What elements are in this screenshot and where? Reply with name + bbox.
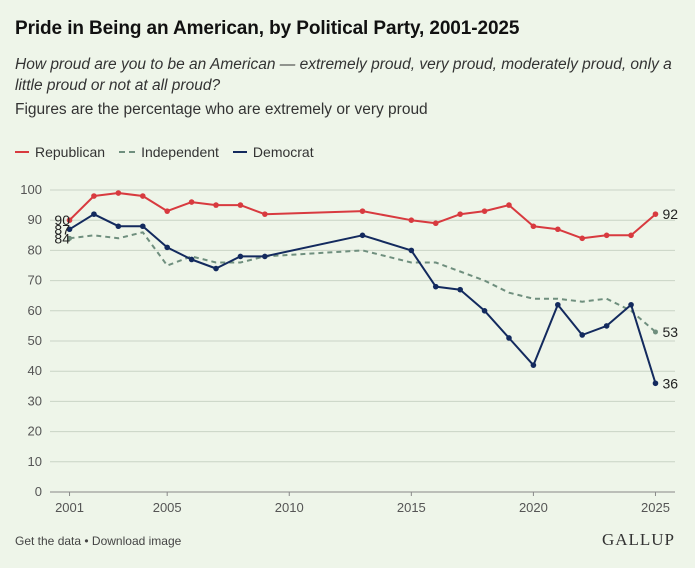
x-tick-label-2010: 2010 [275, 500, 304, 515]
survey-question: How proud are you to be an American — ex… [15, 56, 672, 94]
data-point-republican-2002 [91, 193, 97, 199]
x-tick-label-2005: 2005 [153, 500, 182, 515]
data-point-republican-2021 [555, 226, 561, 233]
data-point-republican-2013 [359, 208, 366, 214]
end-label-republican: 92 [662, 206, 678, 222]
data-point-republican-2004 [139, 193, 146, 199]
legend: Republican Independent Democrat [15, 144, 314, 160]
start-label-independent: 84 [54, 230, 70, 246]
data-point-democrat-2025 [652, 380, 659, 387]
data-point-democrat-2013 [359, 232, 366, 239]
download-image-link[interactable]: Download image [91, 534, 182, 548]
data-point-republican-2020 [530, 223, 537, 230]
data-point-democrat-2015 [408, 247, 415, 254]
legend-item-independent: Independent [119, 144, 219, 160]
data-point-republican-2009 [262, 211, 268, 217]
data-point-democrat-2023 [603, 323, 610, 329]
data-point-republican-2007 [213, 202, 219, 208]
y-tick-label-10: 10 [28, 454, 42, 469]
y-tick-label-50: 50 [28, 333, 42, 348]
y-tick-label-70: 70 [28, 273, 42, 288]
y-tick-label-30: 30 [28, 393, 42, 408]
data-point-republican-2006 [188, 199, 195, 205]
legend-swatch-independent [119, 151, 136, 153]
data-point-democrat-2007 [213, 265, 219, 272]
data-point-democrat-2008 [237, 253, 244, 260]
x-tick-label-2001: 2001 [55, 500, 84, 515]
gallup-logo: GALLUP [601, 530, 675, 549]
footer-separator: • [81, 534, 92, 548]
data-point-democrat-2018 [481, 308, 488, 314]
data-point-democrat-2021 [555, 301, 561, 308]
y-tick-label-20: 20 [28, 424, 42, 439]
data-point-republican-2001 [66, 217, 73, 223]
data-point-democrat-2017 [457, 286, 463, 293]
legend-swatch-republican [15, 151, 29, 153]
x-tick-label-2015: 2015 [397, 500, 426, 515]
data-point-republican-2003 [115, 190, 122, 196]
data-point-democrat-2022 [579, 332, 586, 338]
data-point-democrat-2005 [164, 244, 170, 251]
data-point-democrat-2006 [188, 256, 195, 263]
data-point-republican-2016 [432, 220, 439, 227]
data-point-independent-2001 [67, 235, 73, 241]
end-label-independent: 53 [662, 324, 678, 340]
data-point-republican-2025 [652, 211, 659, 217]
data-point-republican-2005 [164, 208, 170, 214]
y-tick-label-0: 0 [35, 484, 42, 499]
data-point-democrat-2003 [115, 223, 122, 230]
data-point-republican-2015 [408, 217, 415, 223]
legend-label-independent: Independent [141, 144, 219, 160]
data-point-democrat-2001 [66, 226, 73, 233]
data-point-democrat-2019 [506, 335, 512, 341]
y-tick-label-90: 90 [28, 212, 42, 227]
chart-title: Pride in Being an American, by Political… [15, 18, 520, 39]
series-line-republican [68, 192, 657, 240]
series-line-independent [69, 231, 657, 333]
legend-item-democrat: Democrat [232, 144, 314, 160]
legend-label-democrat: Democrat [252, 144, 314, 160]
y-tick-label-100: 100 [20, 182, 42, 197]
data-point-republican-2018 [481, 208, 488, 214]
y-tick-label-60: 60 [28, 303, 42, 318]
data-point-democrat-2002 [91, 211, 97, 217]
legend-swatch-democrat [232, 151, 247, 153]
start-label-republican: 90 [54, 212, 70, 228]
data-point-democrat-2009 [262, 253, 268, 260]
legend-item-republican: Republican [15, 144, 105, 160]
data-point-democrat-2004 [139, 223, 146, 230]
data-point-republican-2023 [603, 232, 610, 239]
line-chart: 0 10 20 30 40 50 60 70 80 90 100 2001 2005 2010 2015 20… [20, 182, 678, 515]
footer-links: Get the data • Download image [15, 534, 181, 548]
start-label-democrat: 87 [54, 221, 70, 237]
y-tick-label-80: 80 [28, 242, 42, 257]
data-point-republican-2022 [579, 235, 586, 242]
data-point-republican-2019 [506, 202, 512, 208]
series-line-democrat [68, 213, 657, 384]
data-point-republican-2017 [457, 211, 463, 217]
chart-note: Figures are the percentage who are extre… [15, 101, 428, 118]
legend-label-republican: Republican [35, 144, 106, 160]
data-point-republican-2024 [628, 232, 634, 239]
data-point-democrat-2016 [432, 283, 439, 290]
data-point-independent-2025 [652, 329, 658, 335]
data-point-republican-2008 [237, 202, 244, 208]
y-tick-label-40: 40 [28, 363, 42, 378]
data-point-democrat-2024 [628, 301, 634, 308]
end-label-democrat: 36 [662, 375, 678, 391]
x-tick-label-2025: 2025 [641, 500, 670, 515]
x-tick-label-2020: 2020 [519, 500, 548, 515]
data-point-democrat-2020 [530, 362, 537, 368]
get-data-link[interactable]: Get the data [15, 534, 82, 548]
